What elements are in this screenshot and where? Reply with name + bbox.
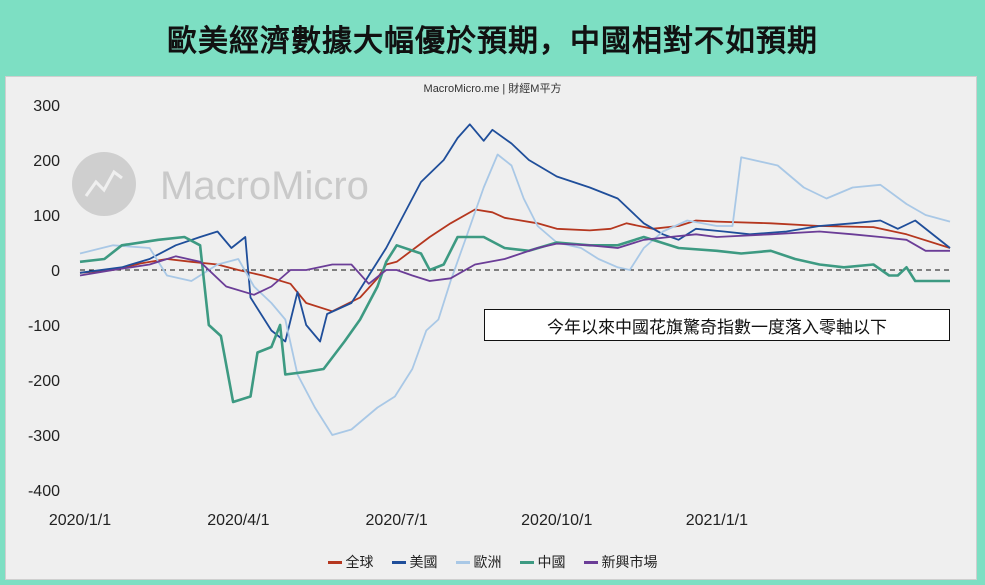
series-line-0	[79, 208, 951, 313]
x-tick-label: 2020/10/1	[521, 512, 592, 529]
legend-item[interactable]: 歐洲	[455, 552, 502, 572]
page-title: 歐美經濟數據大幅優於預期，中國相對不如預期	[167, 24, 818, 59]
y-tick-label: 0	[51, 263, 60, 280]
x-tick-label: 2021/1/1	[686, 512, 748, 529]
legend-label: 中國	[537, 555, 566, 571]
legend-swatch	[583, 560, 598, 564]
legend-label: 美國	[409, 555, 438, 571]
legend-swatch	[327, 560, 342, 564]
legend-label: 全球	[345, 555, 374, 571]
title-bar: 歐美經濟數據大幅優於預期，中國相對不如預期	[0, 0, 985, 76]
y-tick-label: -300	[28, 428, 60, 445]
series-layer	[79, 123, 951, 436]
legend-item[interactable]: 中國	[519, 552, 566, 572]
annotation-box: 今年以來中國花旗驚奇指數一度落入零軸以下	[484, 309, 950, 341]
watermark-logo-icon	[72, 152, 136, 216]
series-line-3	[79, 235, 950, 404]
legend-swatch	[519, 560, 534, 564]
source-text: MacroMicro.me | 財經M平方	[423, 83, 562, 95]
legend-swatch	[391, 560, 406, 564]
legend-label: 歐洲	[473, 555, 502, 571]
series-line-4	[79, 230, 950, 296]
series-line-1	[79, 123, 951, 343]
watermark-chart-icon	[84, 169, 123, 197]
x-tick-label: 2020/4/1	[207, 512, 269, 529]
y-tick-label: 200	[33, 153, 60, 170]
y-tick-label: 100	[33, 208, 60, 225]
legend: 全球 美國 歐洲 中國 新興市場	[0, 552, 985, 572]
y-tick-label: -200	[28, 373, 60, 390]
y-tick-label: -100	[28, 318, 60, 335]
legend-swatch	[455, 560, 470, 564]
y-axis: 300 200 100 0 -100 -200 -300 -400	[28, 98, 60, 500]
watermark-text: MacroMicro	[160, 164, 369, 208]
legend-label: 新興市場	[601, 555, 658, 571]
watermark-logo: MacroMicro	[72, 152, 369, 216]
x-axis: 2020/1/1 2020/4/1 2020/7/1 2020/10/1 2021/1/…	[49, 512, 748, 529]
y-tick-label: 300	[33, 98, 60, 115]
legend-item[interactable]: 全球	[327, 552, 374, 572]
x-tick-label: 2020/7/1	[366, 512, 428, 529]
legend-item[interactable]: 美國	[391, 552, 438, 572]
y-tick-label: -400	[28, 483, 60, 500]
x-tick-label: 2020/1/1	[49, 512, 111, 529]
legend-item[interactable]: 新興市場	[583, 552, 658, 572]
